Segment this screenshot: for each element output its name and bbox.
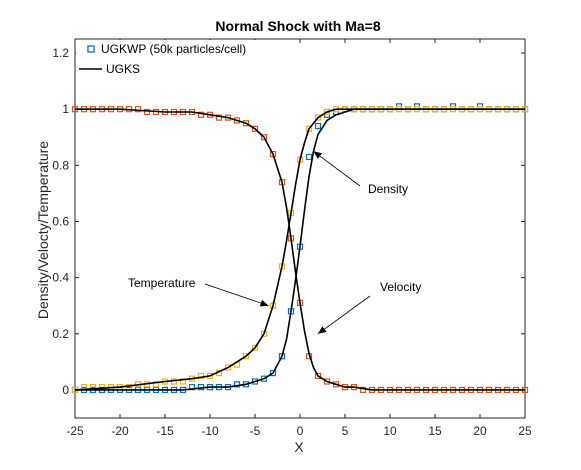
y-tick-label: 0.6	[52, 214, 69, 228]
legend-label-ugkwp: UGKWP (50k particles/cell)	[101, 42, 246, 56]
data-point-velocity	[215, 114, 223, 121]
data-point-temperature	[224, 364, 232, 371]
x-tick-label: 15	[428, 424, 442, 438]
data-point-velocity	[359, 386, 367, 394]
y-tick-label: 0.2	[52, 327, 69, 341]
x-axis-label: X	[294, 439, 304, 455]
x-tick-label: -25	[66, 424, 84, 438]
y-tick-label: 0.4	[52, 271, 69, 285]
y-axis-ticks: 0 0.2 0.4 0.6 0.8 1 1.2	[52, 46, 525, 397]
x-tick-label: 5	[342, 424, 349, 438]
y-axis-label: Density/Velocty/Temperature	[35, 141, 51, 319]
annotation-arrow-line	[204, 283, 269, 307]
y-tick-label: 0	[62, 383, 69, 397]
x-tick-label: 25	[518, 424, 532, 438]
annotation-arrow-line	[317, 295, 371, 335]
legend-marker-ugkwp	[87, 45, 95, 53]
data-point-temperature	[314, 114, 322, 121]
x-tick-label: -10	[201, 424, 219, 438]
data-point-density	[305, 153, 313, 161]
data-point-velocity	[197, 111, 205, 118]
series-ugks-velocity-line	[75, 108, 525, 391]
annotation-temperature: Temperature	[128, 276, 196, 290]
annotation-density: Density	[368, 182, 408, 196]
data-point-velocity	[251, 125, 259, 132]
x-axis-ticks: -25 -20 -15 -10 -5 0 5 10 15 20 25	[66, 39, 532, 438]
x-tick-label: 10	[383, 424, 397, 438]
data-point-temperature	[242, 353, 250, 360]
data-point-density	[233, 381, 241, 388]
annotation-arrow-head	[318, 326, 327, 334]
data-point-temperature	[197, 372, 205, 379]
annotation-arrow-head	[259, 299, 269, 307]
x-tick-label: -15	[156, 424, 174, 438]
x-tick-label: -20	[111, 424, 129, 438]
data-point-velocity	[260, 134, 268, 141]
legend-box	[76, 40, 276, 80]
x-tick-label: 0	[297, 424, 304, 438]
legend-label-ugks: UGKS	[106, 62, 140, 76]
data-point-temperature	[251, 344, 259, 351]
series-layer	[71, 103, 529, 394]
series-ugks-temperature-line	[74, 108, 525, 391]
y-tick-label: 0.8	[52, 158, 69, 172]
data-point-density	[314, 122, 322, 130]
x-tick-label: 20	[473, 424, 487, 438]
data-point-velocity	[143, 108, 151, 116]
data-point-temperature	[152, 381, 160, 388]
annotation-layer: Density Velocity Temperature	[128, 150, 421, 335]
chart-title: Normal Shock with Ma=8	[215, 18, 381, 34]
y-tick-label: 1	[62, 102, 69, 116]
data-point-velocity	[314, 372, 322, 379]
annotation-arrow-line	[313, 150, 361, 187]
annotation-arrow-head	[313, 151, 322, 159]
y-tick-label: 1.2	[52, 46, 69, 60]
x-tick-label: -5	[250, 424, 261, 438]
data-point-velocity	[134, 106, 142, 113]
data-point-density	[269, 369, 277, 377]
legend: UGKWP (50k particles/cell) UGKS	[76, 40, 276, 80]
annotation-velocity: Velocity	[380, 280, 421, 294]
